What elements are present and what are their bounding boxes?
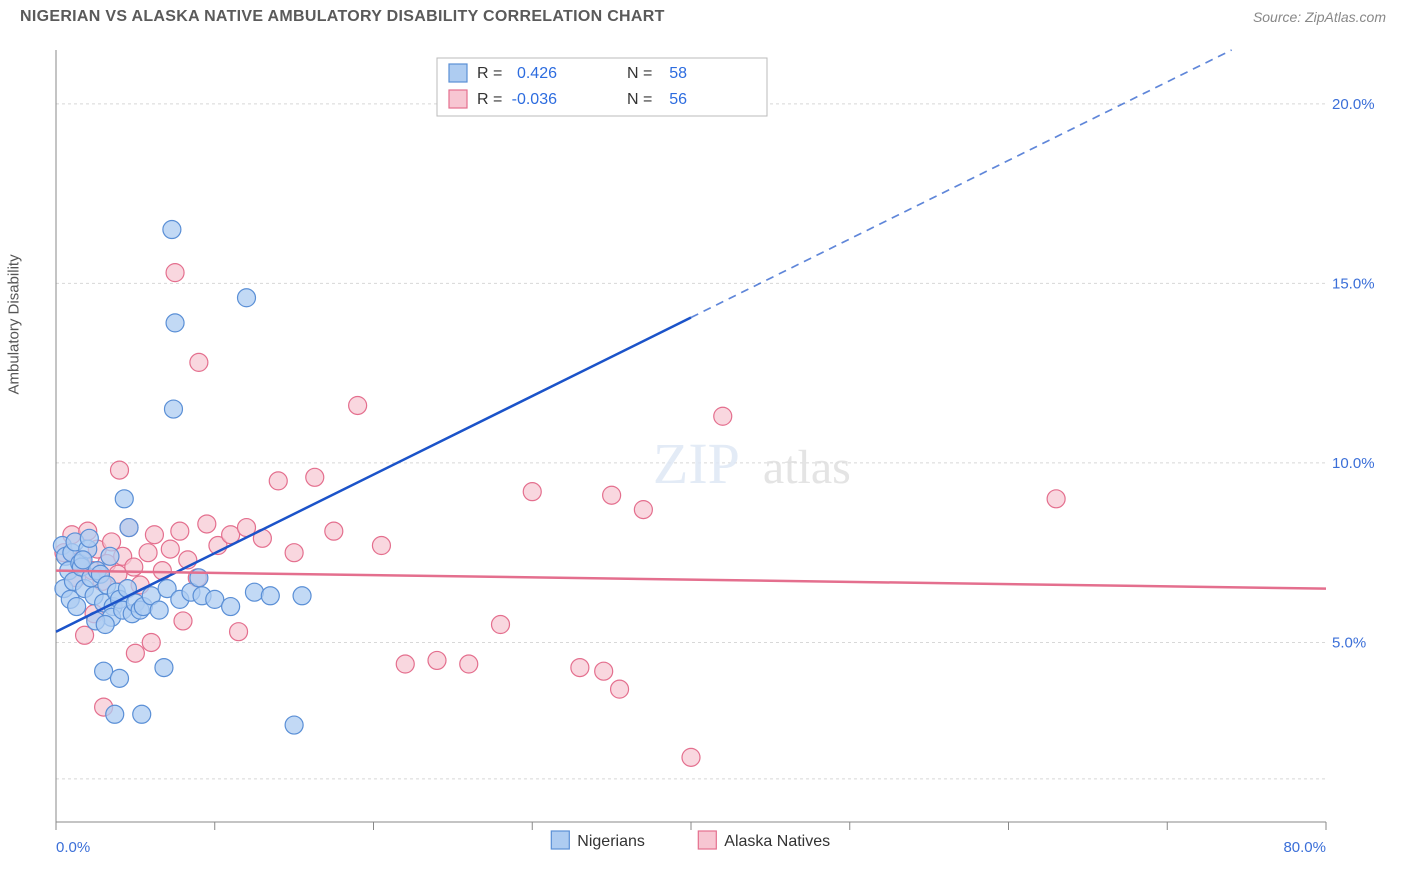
svg-text:80.0%: 80.0% bbox=[1283, 839, 1326, 856]
data-point bbox=[325, 522, 343, 540]
data-point bbox=[714, 407, 732, 425]
data-point bbox=[230, 623, 248, 641]
data-point bbox=[285, 716, 303, 734]
svg-text:N =: N = bbox=[627, 91, 652, 108]
data-point bbox=[269, 472, 287, 490]
data-point bbox=[101, 547, 119, 565]
data-point bbox=[1047, 490, 1065, 508]
data-point bbox=[166, 264, 184, 282]
legend-swatch bbox=[551, 831, 569, 849]
data-point bbox=[111, 461, 129, 479]
svg-text:R =: R = bbox=[477, 91, 502, 108]
data-point bbox=[306, 468, 324, 486]
svg-text:58: 58 bbox=[669, 65, 687, 82]
trend-line bbox=[56, 571, 1326, 589]
data-point bbox=[460, 655, 478, 673]
y-axis-label: Ambulatory Disability bbox=[6, 254, 23, 394]
data-point bbox=[492, 616, 510, 634]
data-point bbox=[163, 221, 181, 239]
data-point bbox=[164, 400, 182, 418]
data-point bbox=[293, 587, 311, 605]
data-point bbox=[145, 526, 163, 544]
legend-label: Alaska Natives bbox=[724, 833, 830, 850]
data-point bbox=[238, 289, 256, 307]
data-point bbox=[142, 633, 160, 651]
data-point bbox=[603, 486, 621, 504]
data-point bbox=[206, 590, 224, 608]
chart-source: Source: ZipAtlas.com bbox=[1253, 9, 1386, 25]
svg-text:R =: R = bbox=[477, 65, 502, 82]
data-point bbox=[120, 519, 138, 537]
data-point bbox=[571, 659, 589, 677]
data-point bbox=[595, 662, 613, 680]
data-point bbox=[125, 558, 143, 576]
legend-swatch bbox=[698, 831, 716, 849]
data-point bbox=[634, 501, 652, 519]
data-point bbox=[115, 490, 133, 508]
trend-line-dashed bbox=[691, 50, 1232, 318]
data-point bbox=[95, 662, 113, 680]
data-point bbox=[611, 680, 629, 698]
svg-text:-0.036: -0.036 bbox=[512, 91, 557, 108]
svg-text:20.0%: 20.0% bbox=[1332, 96, 1375, 113]
chart-title: NIGERIAN VS ALASKA NATIVE AMBULATORY DIS… bbox=[20, 8, 665, 26]
data-point bbox=[174, 612, 192, 630]
svg-text:15.0%: 15.0% bbox=[1332, 275, 1375, 292]
data-point bbox=[171, 522, 189, 540]
data-point bbox=[523, 483, 541, 501]
data-point bbox=[106, 705, 124, 723]
data-point bbox=[396, 655, 414, 673]
data-point bbox=[126, 644, 144, 662]
scatter-chart: 0.0% 80.0% 5.0% 10.0% 15.0% 20.0% ZIP atlas R = 0… bbox=[20, 40, 1386, 872]
svg-text:N =: N = bbox=[627, 65, 652, 82]
svg-text:0.426: 0.426 bbox=[517, 65, 557, 82]
data-point bbox=[428, 651, 446, 669]
svg-text:10.0%: 10.0% bbox=[1332, 455, 1375, 472]
data-point bbox=[155, 659, 173, 677]
svg-text:5.0%: 5.0% bbox=[1332, 634, 1366, 651]
data-point bbox=[139, 544, 157, 562]
data-point bbox=[261, 587, 279, 605]
data-point bbox=[222, 598, 240, 616]
trend-line bbox=[56, 318, 691, 632]
data-point bbox=[349, 396, 367, 414]
svg-text:0.0%: 0.0% bbox=[56, 839, 90, 856]
data-point bbox=[68, 598, 86, 616]
svg-text:56: 56 bbox=[669, 91, 687, 108]
data-point bbox=[96, 616, 114, 634]
data-point bbox=[166, 314, 184, 332]
data-point bbox=[682, 748, 700, 766]
data-point bbox=[372, 537, 390, 555]
svg-text:atlas: atlas bbox=[763, 441, 851, 494]
data-point bbox=[198, 515, 216, 533]
data-point bbox=[285, 544, 303, 562]
data-point bbox=[161, 540, 179, 558]
data-point bbox=[245, 583, 263, 601]
data-point bbox=[133, 705, 151, 723]
svg-text:ZIP: ZIP bbox=[653, 431, 740, 496]
data-point bbox=[150, 601, 168, 619]
legend-label: Nigerians bbox=[577, 833, 645, 850]
data-point bbox=[80, 529, 98, 547]
data-point bbox=[190, 353, 208, 371]
data-point bbox=[111, 669, 129, 687]
